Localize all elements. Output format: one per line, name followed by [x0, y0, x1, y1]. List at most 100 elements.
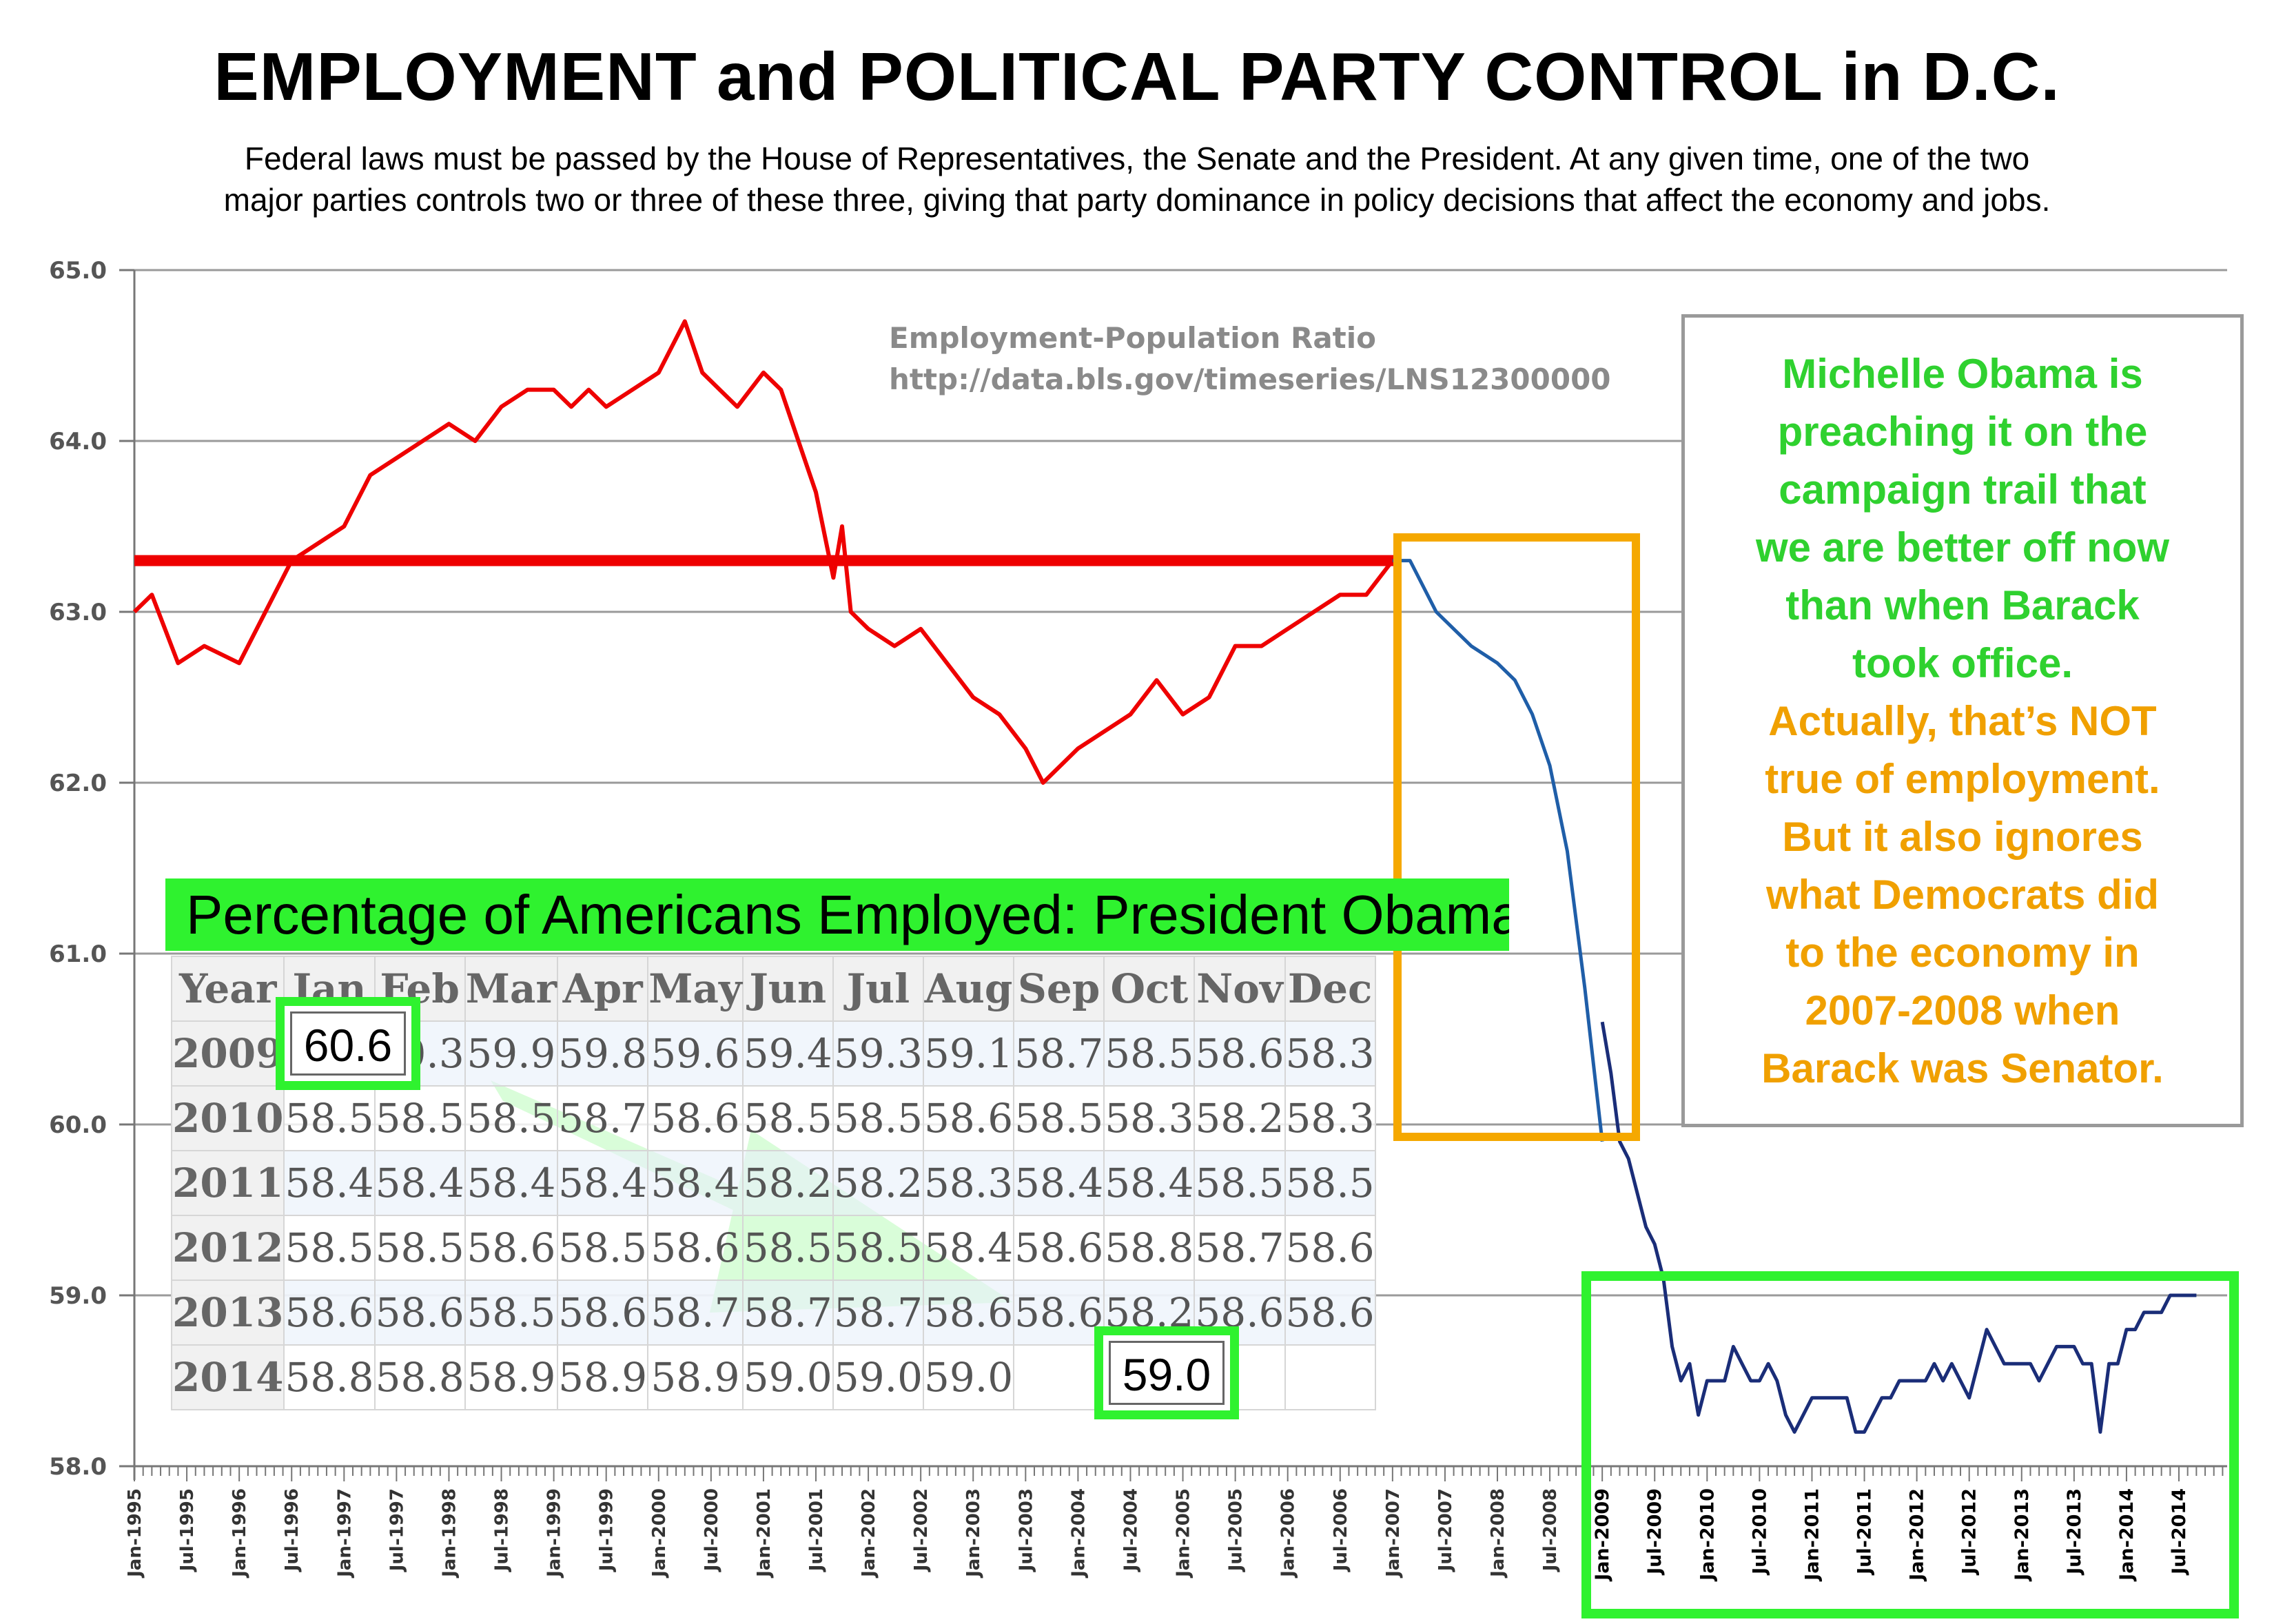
table-value-cell: 58.5: [1194, 1150, 1286, 1216]
table-value-cell: 58.7: [741, 1279, 834, 1346]
callout-orange-line: what Democrats did: [1765, 872, 2160, 918]
x-tick-label: Jan-2001: [754, 1488, 775, 1579]
y-axis-ticks: 65.0 64.0 63.0 62.0 61.0 60.0 59.0 58.0: [49, 257, 107, 1481]
table-value-cell: 58.5: [1013, 1085, 1105, 1151]
page-subtitle: Federal laws must be passed by the House…: [103, 138, 2171, 220]
table-value-cell: 58.5: [283, 1085, 376, 1151]
x-tick-label: Jul-2008: [1540, 1488, 1561, 1572]
table-value-cell: 58.6: [373, 1279, 466, 1346]
table-year-cell: 2011: [170, 1150, 285, 1216]
x-tick-label: Jul-2006: [1331, 1488, 1351, 1572]
x-tick-label: Jul-2005: [1226, 1488, 1247, 1572]
x-tick-label: Jan-2013: [2011, 1488, 2033, 1582]
column-header-oct: Oct: [1103, 956, 1196, 1022]
x-tick-label: Jul-2009: [1644, 1488, 1666, 1576]
table-value-cell: 58.4: [464, 1150, 559, 1216]
table-row: 2010 58.5 58.5 58.5 58.7 58.6 58.5 58.5 58.6 58.5…: [170, 1085, 1376, 1151]
table-value-cell: 58.6: [647, 1085, 744, 1151]
y-tick-label: 60.0: [49, 1111, 107, 1139]
table-year-cell: 2010: [170, 1085, 285, 1151]
highlight-start-value: 60.6: [276, 997, 420, 1090]
x-tick-label: Jul-1998: [492, 1488, 513, 1572]
x-tick-label: Jul-2012: [1959, 1488, 1980, 1576]
x-tick-label: Jan-2012: [1907, 1488, 1928, 1582]
x-tick-label: Jul-2001: [806, 1488, 827, 1572]
table-value-cell: 58.5: [832, 1085, 924, 1151]
table-value-cell: 58.2: [1194, 1085, 1286, 1151]
table-row: 2011 58.4 58.4 58.4 58.4 58.4 58.2 58.2 58.3 58.4…: [170, 1150, 1376, 1216]
x-tick-label: Jan-2009: [1592, 1488, 1613, 1582]
table-value-cell: 58.4: [373, 1150, 466, 1216]
series-line-1: [1392, 559, 1604, 1142]
table-value-cell: 59.0: [741, 1344, 834, 1410]
callout-orange-line: true of employment.: [1765, 756, 2160, 802]
x-tick-label: Jan-2004: [1068, 1488, 1089, 1579]
annotation-source: http://data.bls.gov/timeseries/LNS123000…: [889, 362, 1611, 396]
subtitle-line-1: Federal laws must be passed by the House…: [244, 141, 2030, 176]
column-header-year: Year: [170, 956, 285, 1022]
callout-green-line: took office.: [1852, 640, 2073, 686]
x-tick-label: Jan-1996: [229, 1488, 250, 1579]
table-row: 2012 58.5 58.5 58.6 58.5 58.6 58.5 58.5 58.4 58.6…: [170, 1215, 1376, 1281]
callout-green-line: we are better off now: [1755, 524, 2170, 571]
x-tick-label: Jan-2014: [2116, 1488, 2138, 1582]
x-tick-label: Jan-2000: [649, 1488, 670, 1579]
table-value-cell: 58.3: [1284, 1085, 1376, 1151]
x-tick-label: Jul-2010: [1749, 1488, 1770, 1576]
y-tick-label: 64.0: [49, 428, 107, 455]
table-value-cell: 58.5: [741, 1085, 834, 1151]
y-tick-label: 62.0: [49, 770, 107, 797]
table-heading: Percentage of Americans Employed: Presid…: [165, 878, 1509, 951]
table-value-cell: 58.5: [464, 1085, 559, 1151]
table-value-cell: 58.7: [832, 1279, 924, 1346]
table-header-row: Year Jan Feb Mar Apr May Jun Jul Aug Sep Oct Nov Dec: [170, 956, 1376, 1022]
x-tick-label: Jan-2006: [1278, 1488, 1299, 1579]
table-value-cell: 58.5: [1284, 1150, 1376, 1216]
x-tick-label: Jul-2011: [1854, 1488, 1876, 1576]
table-value-cell: 58.8: [283, 1344, 376, 1410]
highlight-end-value: 59.0: [1094, 1326, 1239, 1419]
table-value-cell: 58.6: [647, 1215, 744, 1281]
column-header-dec: Dec: [1284, 956, 1376, 1022]
table-value-cell: 59.9: [464, 1020, 559, 1087]
table-value-cell: 58.2: [832, 1150, 924, 1216]
x-tick-label: Jan-2003: [963, 1488, 984, 1579]
x-tick-label: Jan-2007: [1383, 1488, 1404, 1579]
x-tick-label: Jan-2008: [1488, 1488, 1508, 1579]
column-header-nov: Nov: [1194, 956, 1286, 1022]
table-value-cell: 58.5: [464, 1279, 559, 1346]
table-value-cell: 58.4: [1013, 1150, 1105, 1216]
orange-highlight-box: [1393, 533, 1640, 1141]
table-value-cell: 59.0: [922, 1344, 1015, 1410]
table-value-cell: 58.5: [832, 1215, 924, 1281]
y-tick-label: 59.0: [49, 1282, 107, 1310]
table-value-cell: 58.5: [741, 1215, 834, 1281]
table-value-cell: 58.5: [283, 1215, 376, 1281]
table-value-cell: 59.6: [647, 1020, 744, 1087]
callout-green-line: Michelle Obama is: [1782, 351, 2143, 397]
y-tick-label: 58.0: [49, 1453, 107, 1481]
y-tick-label: 65.0: [49, 257, 107, 285]
table-value-cell: 58.3: [922, 1150, 1015, 1216]
table-value-cell: 58.8: [373, 1344, 466, 1410]
callout-orange-line: Actually, that’s NOT: [1768, 698, 2157, 744]
table-year-cell: 2012: [170, 1215, 285, 1281]
x-axis: Jan-1995 Jul-1995 Jan-1996 Jul-1996 Jan-1997…: [125, 1466, 2224, 1582]
table-value-cell: [1284, 1344, 1376, 1410]
table-value-cell: 58.6: [1194, 1020, 1286, 1087]
x-tick-label: Jul-2003: [1016, 1488, 1036, 1572]
table-value-cell: 58.4: [922, 1215, 1015, 1281]
table-value-cell: 58.4: [557, 1150, 649, 1216]
table-value-cell: [1013, 1344, 1105, 1410]
column-header-sep: Sep: [1013, 956, 1105, 1022]
table-value-cell: 59.1: [922, 1020, 1015, 1087]
x-tick-label: Jan-1997: [334, 1488, 355, 1579]
table-value-cell: 59.8: [557, 1020, 649, 1087]
table-value-cell: 59.3: [832, 1020, 924, 1087]
table-value-cell: 58.7: [1013, 1020, 1105, 1087]
x-tick-label: Jul-2004: [1120, 1488, 1141, 1572]
table-value-cell: 58.5: [1103, 1020, 1196, 1087]
callout-green-line: than when Barack: [1785, 582, 2140, 628]
callout-orange-line: 2007-2008 when: [1805, 987, 2120, 1034]
table-year-cell: 2014: [170, 1344, 285, 1410]
